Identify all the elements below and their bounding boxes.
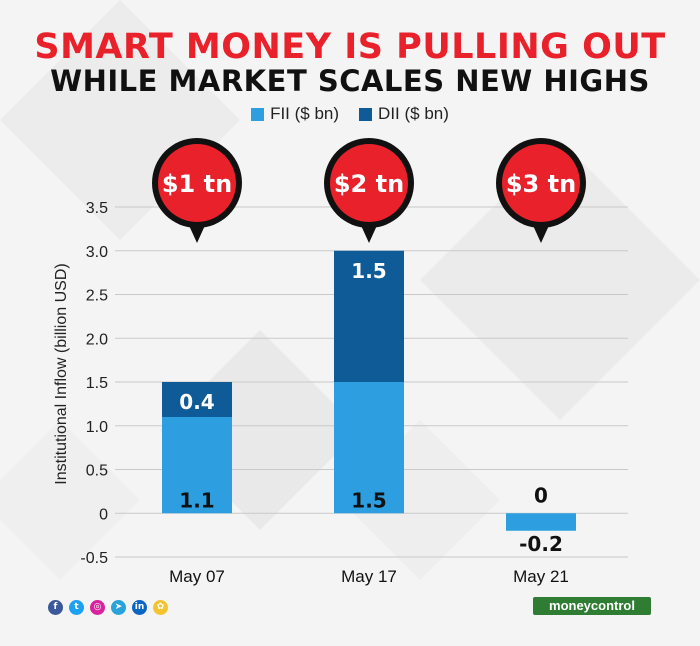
data-label-fii: -0.2 bbox=[519, 532, 563, 556]
y-tick-label: 2.0 bbox=[86, 331, 108, 348]
callout-bubble: $2 tn bbox=[324, 138, 414, 243]
bar-dii bbox=[334, 250, 404, 382]
legend-swatch-fii bbox=[251, 107, 265, 121]
instagram-icon[interactable]: ◎ bbox=[90, 600, 105, 615]
linkedin-icon[interactable]: in bbox=[132, 600, 147, 615]
y-tick-label: 3.5 bbox=[86, 200, 108, 217]
callout-bubble: $3 tn bbox=[496, 138, 586, 243]
data-label-fii: 1.1 bbox=[179, 488, 214, 512]
data-label-dii: 0.4 bbox=[179, 390, 214, 414]
data-label-dii: 1.5 bbox=[351, 259, 386, 283]
x-tick-label: May 17 bbox=[341, 567, 397, 586]
x-tick-label: May 21 bbox=[513, 567, 569, 586]
y-tick-label: 0.5 bbox=[86, 463, 108, 480]
y-tick-label: 1.5 bbox=[86, 375, 108, 392]
callout-label: $2 tn bbox=[334, 170, 404, 198]
y-tick-label: 3.0 bbox=[86, 244, 108, 261]
y-tick-label: 2.5 bbox=[86, 288, 108, 305]
callout-label: $1 tn bbox=[162, 170, 232, 198]
data-label-dii: 0 bbox=[534, 483, 548, 507]
twitter-icon[interactable]: t bbox=[69, 600, 84, 615]
legend-item-fii: FII ($ bn) bbox=[251, 104, 339, 124]
y-tick-label: 0 bbox=[99, 506, 108, 523]
data-label-fii: 1.5 bbox=[351, 488, 386, 512]
social-icons: f t ◎ ➤ in ✿ bbox=[48, 600, 168, 615]
bar-fii bbox=[334, 382, 404, 514]
callout-bubble: $1 tn bbox=[152, 138, 242, 243]
chart-title: SMART MONEY IS PULLING OUT bbox=[34, 27, 666, 67]
bar-fii bbox=[162, 417, 232, 514]
koo-icon[interactable]: ✿ bbox=[153, 600, 168, 615]
legend-label-dii: DII ($ bn) bbox=[378, 104, 449, 123]
y-axis-label: Institutional Inflow (billion USD) bbox=[53, 263, 70, 484]
bar-fii bbox=[506, 513, 576, 531]
x-tick-label: May 07 bbox=[169, 567, 225, 586]
legend-label-fii: FII ($ bn) bbox=[270, 104, 340, 123]
chart-subtitle: WHILE MARKET SCALES NEW HIGHS bbox=[50, 64, 650, 98]
telegram-icon[interactable]: ➤ bbox=[111, 600, 126, 615]
bar-dii bbox=[162, 382, 232, 417]
legend: FII ($ bn) DII ($ bn) bbox=[0, 104, 700, 124]
callout-label: $3 tn bbox=[506, 170, 576, 198]
facebook-icon[interactable]: f bbox=[48, 600, 63, 615]
y-tick-label: -0.5 bbox=[80, 550, 108, 567]
brand-logo: moneycontrol bbox=[533, 597, 651, 615]
legend-item-dii: DII ($ bn) bbox=[359, 104, 449, 124]
y-tick-label: 1.0 bbox=[86, 419, 108, 436]
legend-swatch-dii bbox=[359, 107, 373, 121]
